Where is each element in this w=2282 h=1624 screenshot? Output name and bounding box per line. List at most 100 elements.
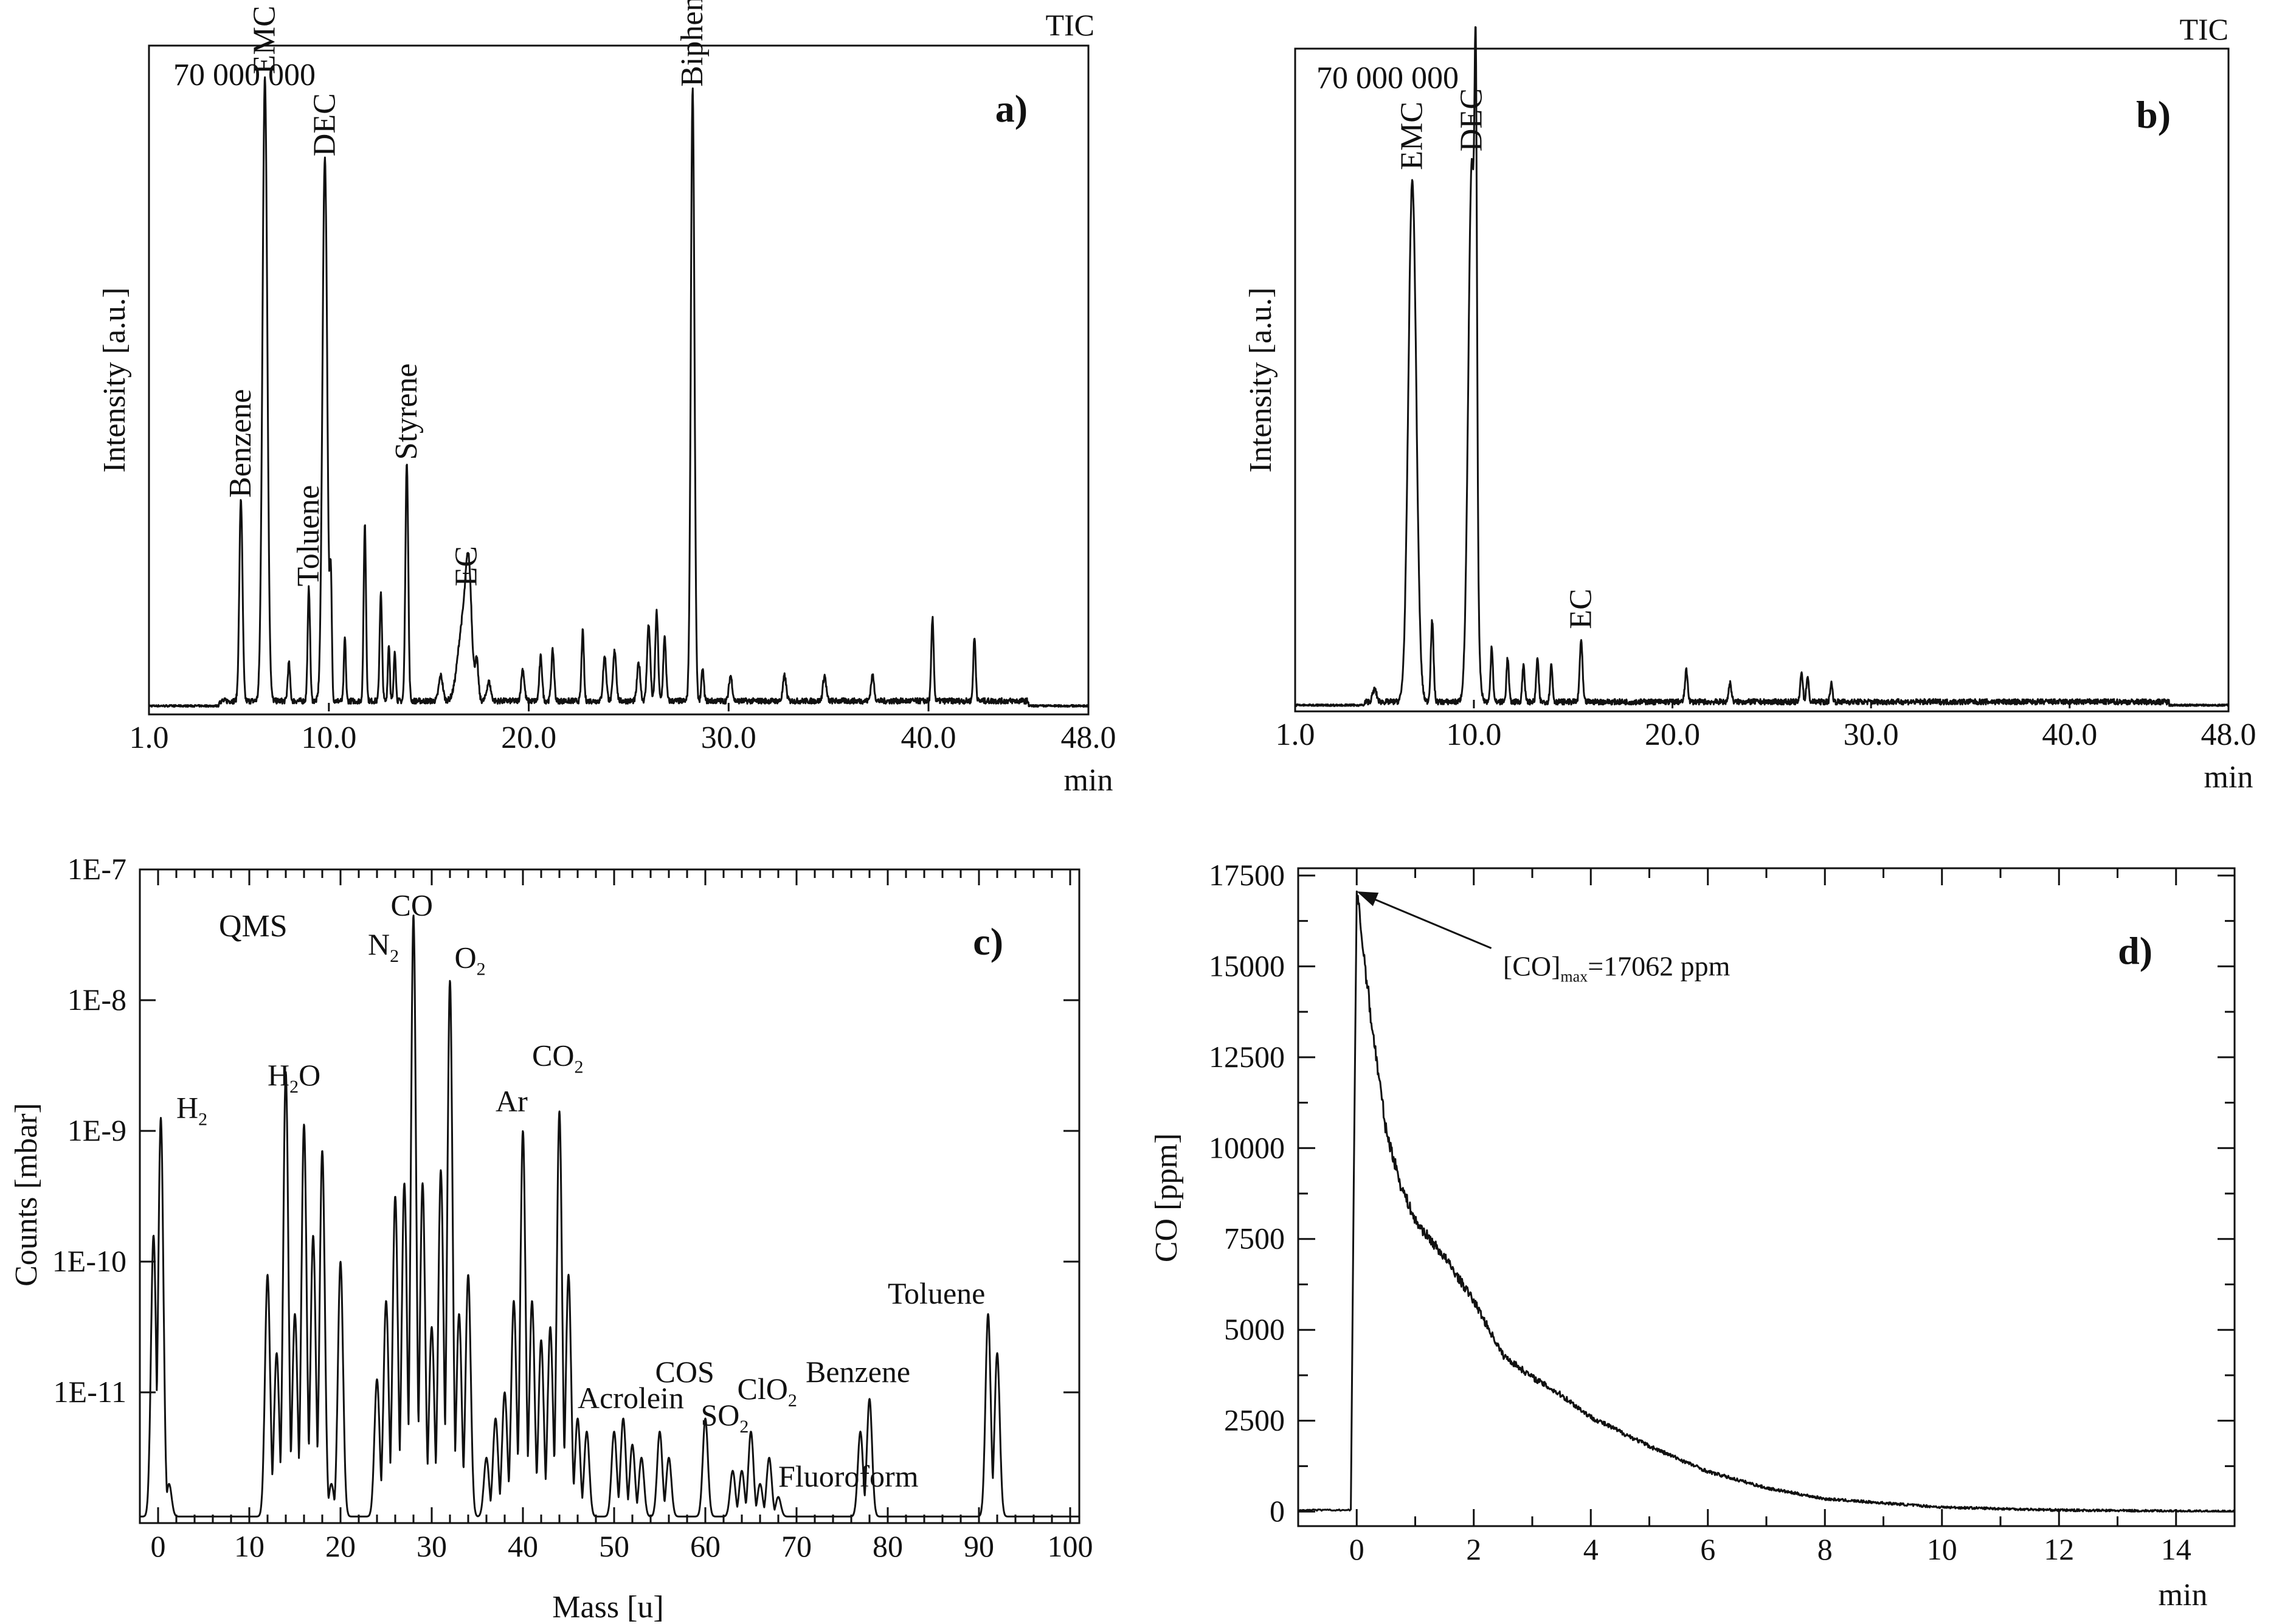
panel-c-species-label: N2 [368, 927, 399, 966]
panel-c-x-tick-label: 0 [151, 1529, 166, 1563]
panel-c-x-tick-label: 10 [234, 1529, 265, 1563]
panel-c-species-label: COS [655, 1355, 714, 1389]
panel-b-x-tick-label: 30.0 [1844, 717, 1899, 752]
panel-d-y-tick-label: 12500 [1209, 1040, 1285, 1074]
panel-c-x-tick-label: 50 [599, 1529, 629, 1563]
panel-d-x-tick-label: 8 [1817, 1532, 1833, 1566]
panel-b-x-tick-label: 48.0 [2201, 717, 2256, 752]
panel-d-label: d) [2118, 929, 2152, 972]
panel-b-scale-label: 70 000 000 [1316, 61, 1459, 95]
panel-c-species-label: CO2 [532, 1038, 583, 1077]
panel-d-x-tick-label: 4 [1583, 1532, 1599, 1566]
panel-c-qms-spectrum: QMS c) Counts [mbar] Mass [u] 0 10 20 30 40 5… [9, 852, 1093, 1624]
panel-b-x-tick-label: 20.0 [1645, 717, 1700, 752]
panel-c-x-axis-label: Mass [u] [552, 1590, 663, 1624]
panel-a-frame [148, 44, 1090, 716]
panel-b-x-tick-label: 40.0 [2042, 717, 2097, 752]
panel-b-y-axis-label: Intensity [a.u.] [1243, 288, 1278, 473]
panel-d-max-arrow-head [1357, 891, 1379, 907]
panel-a-x-tick-label: 48.0 [1061, 720, 1116, 755]
panel-a-x-axis-label: min [1064, 763, 1113, 798]
panel-d-x-tick-label: 14 [2161, 1532, 2191, 1566]
panel-d-x-tick-label: 6 [1700, 1532, 1715, 1566]
panel-a-y-axis-label: Intensity [a.u.] [97, 288, 132, 473]
panel-c-species-label: Ar [496, 1084, 528, 1118]
panel-a-peak-label: DEC [307, 93, 342, 156]
panel-d-x-tick-label: 10 [1927, 1532, 1957, 1566]
panel-d-y-tick-label: 5000 [1224, 1312, 1285, 1346]
panel-d-co-concentration: d) CO [ppm] min 0 2 4 6 8 10 12 14 17500 15000 125… [1149, 858, 2236, 1612]
panel-d-x-tick-label: 2 [1466, 1532, 1481, 1566]
panel-c-x-tick-label: 30 [417, 1529, 447, 1563]
panel-c-x-tick-label: 60 [690, 1529, 721, 1563]
panel-d-x-tick-label: 0 [1349, 1532, 1364, 1566]
panel-d-y-tick-label: 17500 [1209, 858, 1285, 892]
panel-a-x-tick-label: 40.0 [901, 720, 956, 755]
panel-a-x-tick-label: 1.0 [130, 720, 169, 755]
panel-a-tic-label: TIC [1045, 8, 1094, 42]
panel-d-co-trace [1298, 890, 2235, 1513]
panel-c-y-tick-label: 1E-10 [52, 1244, 126, 1278]
panel-c-x-tick-label: 90 [964, 1529, 994, 1563]
panel-c-species-label: Acrolein [578, 1381, 684, 1415]
panel-c-species-label: O2 [455, 940, 486, 979]
panel-d-y-tick-label: 0 [1270, 1494, 1285, 1528]
panel-c-species-label: Toluene [888, 1276, 985, 1310]
panel-b-chromatogram: TIC 70 000 000 b) Intensity [a.u.] min 1… [1243, 12, 2256, 795]
panel-c-label: c) [973, 920, 1003, 963]
panel-d-x-axis-label: min [2159, 1578, 2208, 1612]
panel-a-x-tick-label: 20.0 [501, 720, 556, 755]
panel-a-peak-label: Styrene [389, 364, 424, 460]
panel-c-y-tick-label: 1E-8 [67, 983, 126, 1017]
panel-c-y-tick-label: 1E-7 [67, 852, 126, 886]
panel-c-x-tick-label: 80 [873, 1529, 903, 1563]
panel-c-y-tick-label: 1E-11 [54, 1375, 126, 1409]
panel-d-frame [1297, 867, 2236, 1527]
panel-c-species-label: Benzene [806, 1355, 910, 1389]
panel-a-chromatogram: TIC 70 000 000 a) Intensity [a.u.] min 1… [97, 0, 1116, 798]
panel-b-x-tick-label: 1.0 [1276, 717, 1315, 752]
panel-d-y-tick-label: 2500 [1224, 1403, 1285, 1437]
panel-c-y-tick-label: 1E-9 [67, 1113, 126, 1147]
panel-a-tic-trace [148, 76, 1090, 708]
panel-b-tic-trace [1295, 26, 2229, 707]
panel-b-label: b) [2136, 93, 2171, 136]
panel-a-peak-label: EC [449, 546, 484, 586]
panel-d-y-tick-label: 15000 [1209, 948, 1285, 983]
panel-a-x-tick-label: 30.0 [701, 720, 756, 755]
panel-a-x-tick-label: 10.0 [301, 720, 356, 755]
panel-c-species-label: H2O [268, 1058, 320, 1097]
panel-c-x-tick-label: 40 [508, 1529, 538, 1563]
panel-c-species-label: ClO2 [738, 1372, 797, 1411]
panel-b-x-tick-label: 10.0 [1446, 717, 1501, 752]
panel-a-scale-label: 70 000 000 [173, 58, 316, 92]
panel-c-species-label: H2 [176, 1091, 207, 1130]
panel-c-species-label: CO [391, 888, 433, 922]
panel-c-x-tick-label: 100 [1048, 1529, 1093, 1563]
panel-b-peak-label: EC [1563, 589, 1598, 629]
panel-d-y-axis-label: CO [ppm] [1149, 1133, 1184, 1262]
panel-a-peak-label: Toluene [291, 485, 326, 587]
panel-c-species-label: SO2 [701, 1398, 749, 1437]
panel-a-peak-label: EMC [247, 5, 282, 74]
panel-a-label: a) [995, 87, 1028, 130]
panel-a-peak-label: Benzene [223, 389, 258, 498]
panel-c-qms-label: QMS [219, 909, 288, 944]
panel-d-max-annotation: [CO]max=17062 ppm [1503, 951, 1731, 986]
panel-b-tic-label: TIC [2179, 12, 2228, 46]
panel-d-max-arrow-line [1361, 893, 1492, 949]
panel-b-peak-label: EMC [1395, 102, 1430, 170]
panel-b-x-axis-label: min [2204, 760, 2253, 795]
panel-c-x-tick-label: 70 [781, 1529, 812, 1563]
panel-d-y-tick-label: 7500 [1224, 1221, 1285, 1256]
panel-c-x-tick-label: 20 [325, 1529, 356, 1563]
panel-d-x-tick-label: 12 [2044, 1532, 2074, 1566]
panel-b-peak-label: DEC [1454, 88, 1489, 151]
panel-c-frame [139, 868, 1080, 1524]
panel-d-y-tick-label: 10000 [1209, 1130, 1285, 1164]
panel-a-peak-label: Biphenyl [675, 0, 710, 87]
panel-c-species-label: Fluoroform [778, 1459, 919, 1493]
panel-b-frame [1294, 47, 2230, 713]
panel-c-mass-spectrum-trace [139, 914, 1080, 1518]
